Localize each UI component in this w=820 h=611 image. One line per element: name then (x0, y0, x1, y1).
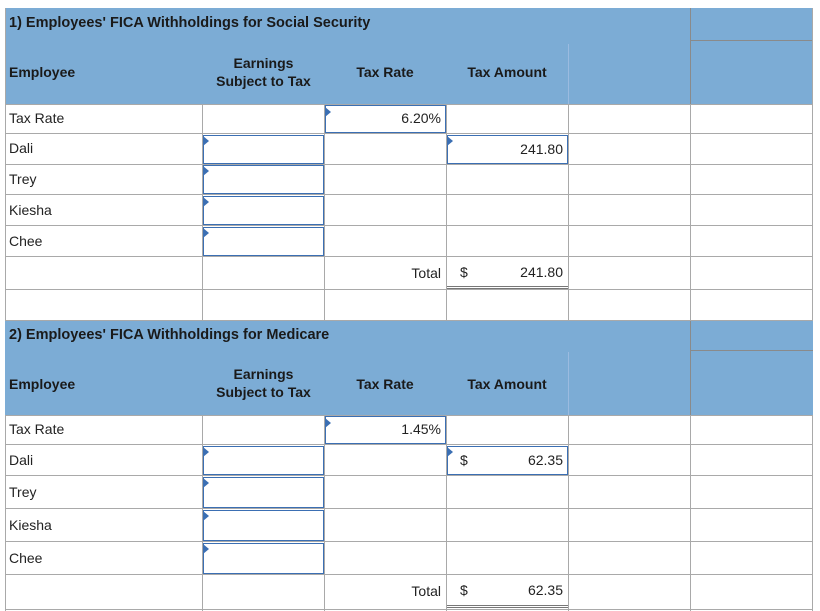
divider (5, 225, 813, 226)
section2-total-currency: $ (460, 582, 468, 598)
section1-tax-rate-input[interactable] (325, 105, 446, 133)
input-marker-icon (203, 447, 209, 457)
section2-dali-tax-amount: 62.35 (527, 452, 563, 468)
section2-tax-rate-value: 1.45% (401, 421, 441, 437)
section1-header-tax-amount: Tax Amount (467, 64, 547, 80)
section2-row-label-tax-rate: Tax Rate (9, 421, 65, 437)
input-marker-icon (203, 136, 209, 146)
divider (5, 609, 813, 610)
divider (324, 104, 325, 320)
input-marker-icon (203, 511, 209, 521)
section2-trey-earnings-input[interactable] (203, 477, 324, 508)
divider (5, 256, 813, 257)
section2-dali-earnings-input[interactable] (203, 446, 324, 475)
input-marker-icon (203, 166, 209, 176)
section1-dali-tax-amount: 241.80 (520, 141, 563, 157)
section2-row-label-chee: Chee (9, 550, 43, 566)
input-marker-icon (203, 478, 209, 488)
divider (690, 321, 691, 415)
section2-header-tax-amount: Tax Amount (467, 376, 547, 392)
section1-row-label-kiesha: Kiesha (9, 202, 52, 218)
section2-total-label: Total (411, 583, 441, 599)
section2-row-label-trey: Trey (9, 484, 37, 500)
section1-row-label-tax-rate: Tax Rate (9, 110, 65, 126)
divider (5, 541, 813, 542)
divider (324, 415, 325, 611)
section2-tax-rate-input[interactable] (325, 416, 446, 444)
section2-row-label-dali: Dali (9, 452, 34, 468)
divider (446, 415, 447, 611)
section1-header-earnings: Earnings Subject to Tax (216, 55, 311, 89)
divider (5, 415, 813, 416)
divider (568, 104, 569, 320)
section1-header-band (5, 8, 813, 104)
section2-chee-earnings-input[interactable] (203, 543, 324, 574)
divider (5, 574, 813, 575)
divider (690, 40, 813, 41)
divider (5, 133, 813, 134)
section2-header-employee: Employee (9, 376, 76, 392)
section1-kiesha-earnings-input[interactable] (203, 196, 324, 225)
input-marker-icon (325, 107, 331, 117)
section2-dali-currency: $ (460, 452, 468, 468)
section1-row-label-dali: Dali (9, 140, 34, 156)
divider (690, 8, 691, 104)
input-marker-icon (447, 136, 453, 146)
section1-row-label-chee: Chee (9, 233, 43, 249)
section1-total-amount: 241.80 (520, 264, 563, 280)
double-underline (447, 605, 568, 608)
divider (5, 164, 813, 165)
section1-header-employee: Employee (9, 64, 76, 80)
section1-row-label-trey: Trey (9, 171, 37, 187)
divider (5, 104, 813, 105)
divider (5, 508, 813, 509)
divider (568, 352, 569, 415)
input-marker-icon (203, 197, 209, 207)
section1-total-label: Total (411, 265, 441, 281)
section2-header-tax-rate: Tax Rate (356, 376, 414, 392)
section1-dali-earnings-input[interactable] (203, 135, 324, 164)
double-underline (447, 286, 568, 289)
divider (202, 415, 203, 611)
section1-title: 1) Employees' FICA Withholdings for Soci… (9, 15, 371, 31)
section2-kiesha-earnings-input[interactable] (203, 510, 324, 541)
divider (5, 444, 813, 445)
section1-total-currency: $ (460, 264, 468, 280)
divider (202, 104, 203, 320)
divider (690, 350, 813, 351)
divider (5, 475, 813, 476)
divider (568, 415, 569, 611)
input-marker-icon (447, 447, 453, 457)
section1-trey-earnings-input[interactable] (203, 165, 324, 194)
divider (812, 8, 813, 611)
divider (5, 194, 813, 195)
section2-total-amount: 62.35 (527, 582, 563, 598)
section1-dali-tax-amount-input[interactable] (447, 135, 568, 164)
input-marker-icon (203, 228, 209, 238)
section1-chee-earnings-input[interactable] (203, 227, 324, 256)
input-marker-icon (203, 544, 209, 554)
section2-header-earnings: Earnings Subject to Tax (216, 366, 311, 400)
section1-tax-rate-value: 6.20% (401, 110, 441, 126)
divider (5, 320, 813, 321)
divider (690, 104, 691, 320)
divider (5, 289, 813, 290)
section2-header-band (5, 321, 813, 415)
input-marker-icon (325, 418, 331, 428)
divider (690, 415, 691, 611)
divider (446, 104, 447, 320)
section2-dali-tax-amount-input[interactable] (447, 446, 568, 475)
section2-title: 2) Employees' FICA Withholdings for Medi… (9, 327, 330, 343)
divider (568, 44, 569, 104)
section2-row-label-kiesha: Kiesha (9, 517, 52, 533)
section1-header-tax-rate: Tax Rate (356, 64, 414, 80)
divider (5, 8, 6, 611)
fica-worksheet: 1) Employees' FICA Withholdings for Soci… (5, 8, 813, 611)
